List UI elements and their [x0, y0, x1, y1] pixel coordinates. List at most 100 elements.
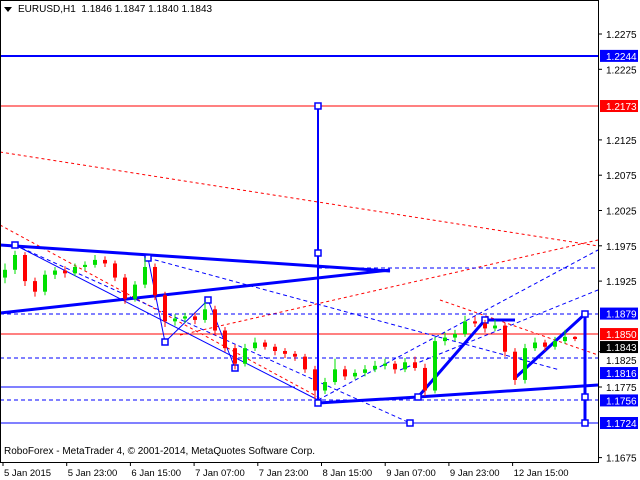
anchor-handle	[406, 419, 414, 427]
candle-body	[33, 281, 37, 292]
y-tick-label: 1.2075	[606, 171, 637, 182]
price-label: 1.1724	[606, 419, 637, 430]
candle-body	[233, 348, 237, 364]
candle-body	[143, 266, 147, 285]
candle-body	[163, 295, 167, 322]
candle-body	[503, 325, 507, 352]
anchor-handle	[314, 249, 322, 257]
price-labels: 1.2244 1.2173 1.1879 1.1850 1.1843 1.1816 1.17…	[600, 49, 638, 430]
price-label: 1.1843	[606, 343, 637, 354]
trend-line	[14, 244, 319, 401]
price-label-box	[600, 367, 638, 380]
candle-body	[13, 254, 17, 270]
candle-body	[453, 334, 457, 338]
candle-body	[223, 330, 227, 349]
ohlc-open: 1.1846	[81, 4, 112, 15]
candle-body	[293, 353, 297, 357]
ohlc-low: 1.1840	[148, 4, 179, 15]
candle-body	[413, 362, 417, 368]
y-tick-label: 1.1825	[606, 356, 637, 367]
copyright-text: RoboForex - MetaTrader 4, © 2001-2014, M…	[4, 446, 316, 457]
candle-body	[523, 348, 527, 380]
candle-body	[243, 348, 247, 364]
x-tick-label: 6 Jan 15:00	[131, 468, 181, 479]
y-tick-label: 1.1975	[606, 242, 637, 253]
drawn-objects	[0, 55, 599, 427]
candle-body	[153, 266, 157, 296]
candle-body	[63, 270, 67, 274]
red-trend-line	[0, 151, 599, 247]
candle-body	[563, 336, 567, 342]
candle-body	[103, 259, 107, 264]
red-trend-line	[439, 299, 599, 356]
candle-body	[533, 342, 537, 349]
price-label: 1.2244	[606, 52, 637, 63]
price-label: 1.1816	[606, 369, 637, 380]
candle-body	[493, 325, 497, 329]
y-tick-label: 1.1775	[606, 383, 637, 394]
candle-body	[133, 284, 137, 299]
x-tick-label: 5 Jan 2015	[4, 468, 51, 479]
candle-body	[213, 309, 217, 331]
price-label-box	[600, 417, 638, 430]
time-axis: 5 Jan 2015 5 Jan 23:00 6 Jan 15:00 7 Jan 07…	[2, 462, 569, 479]
candle-body	[403, 362, 407, 370]
candle-body	[553, 341, 557, 347]
red-trend-line	[0, 224, 321, 399]
price-label-box	[600, 49, 638, 62]
candle-body	[483, 323, 487, 329]
candle-body	[333, 369, 337, 383]
candle-body	[263, 342, 267, 347]
anchor-handle	[314, 399, 322, 407]
x-tick-label: 9 Jan 07:00	[386, 468, 436, 479]
candle-body	[313, 369, 317, 391]
candle-body	[273, 346, 277, 351]
candle-body	[433, 341, 437, 391]
y-tick-label: 1.2125	[606, 136, 637, 147]
candle-body	[123, 277, 127, 299]
dropdown-triangle-icon[interactable]	[4, 6, 12, 12]
zigzag	[147, 257, 166, 343]
x-tick-label: 12 Jan 15:00	[514, 468, 569, 479]
price-label: 1.1850	[606, 330, 637, 341]
candle-body	[73, 266, 77, 274]
anchor-handle	[11, 241, 19, 249]
candle-body	[463, 321, 467, 335]
candle-body	[303, 356, 307, 370]
x-tick-label: 9 Jan 23:00	[450, 468, 500, 479]
candle-body	[543, 342, 547, 347]
trend-line	[147, 257, 561, 371]
candle-body	[373, 365, 377, 370]
ohlc-close: 1.1843	[181, 4, 213, 15]
candle-body	[193, 316, 197, 320]
anchor-handle	[581, 419, 589, 427]
price-label: 1.1879	[606, 310, 637, 321]
zigzag	[207, 299, 236, 369]
candle-body	[283, 350, 287, 354]
candle-body	[3, 269, 7, 278]
anchor-handle	[161, 338, 169, 346]
candle-body	[53, 270, 57, 275]
price-label-box	[600, 328, 638, 341]
candle-body	[573, 336, 577, 339]
price-label: 1.1756	[606, 396, 637, 407]
anchor-handle	[581, 393, 589, 401]
y-tick-label: 1.2225	[606, 65, 637, 76]
anchor-handle	[204, 296, 212, 304]
x-tick-label: 7 Jan 07:00	[195, 468, 245, 479]
chart-title: EURUSD,H1 1.1846 1.1847 1.1840 1.1843	[4, 4, 212, 15]
candle-body	[43, 274, 47, 292]
x-tick-label: 7 Jan 23:00	[259, 468, 309, 479]
price-label-box	[600, 394, 638, 407]
triangle-upper	[0, 243, 391, 273]
x-tick-label: 8 Jan 15:00	[323, 468, 373, 479]
price-label-box	[600, 341, 638, 354]
ohlc-high: 1.1847	[114, 4, 146, 15]
candles	[3, 250, 577, 400]
candle-body	[323, 382, 327, 391]
y-tick-label: 1.1675	[606, 454, 637, 465]
x-tick-label: 5 Jan 23:00	[68, 468, 118, 479]
price-label-box	[600, 100, 638, 113]
zigzag-thick	[417, 383, 599, 399]
